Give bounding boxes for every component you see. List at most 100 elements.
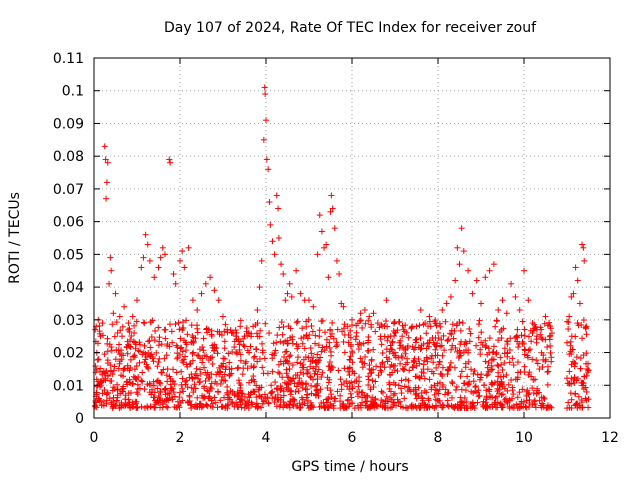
- data-point: [217, 397, 224, 404]
- data-point: [291, 380, 298, 387]
- data-point: [145, 338, 152, 345]
- data-point: [450, 335, 457, 342]
- data-point: [107, 377, 114, 384]
- data-point: [386, 348, 393, 355]
- data-point: [427, 323, 434, 330]
- data-point: [387, 372, 394, 379]
- data-point: [288, 293, 295, 300]
- data-point: [439, 307, 446, 313]
- data-point: [156, 379, 163, 386]
- data-point: [424, 358, 431, 365]
- data-point: [364, 347, 371, 354]
- data-point: [126, 367, 133, 374]
- data-point: [366, 405, 373, 412]
- data-point: [133, 318, 140, 325]
- data-point: [284, 358, 291, 365]
- data-point: [109, 371, 116, 378]
- data-point: [199, 403, 206, 410]
- data-point: [285, 384, 292, 391]
- data-point: [325, 363, 332, 370]
- data-point: [181, 337, 188, 344]
- data-point: [190, 349, 197, 356]
- data-point: [581, 373, 588, 380]
- data-point: [566, 404, 573, 411]
- data-point: [292, 388, 299, 395]
- data-point: [378, 368, 385, 375]
- data-point: [324, 374, 331, 381]
- data-point: [421, 387, 428, 394]
- data-point: [325, 379, 332, 386]
- data-point: [288, 387, 295, 394]
- data-point: [308, 382, 315, 389]
- data-point: [387, 388, 394, 395]
- data-point: [95, 395, 102, 402]
- data-point: [318, 348, 325, 355]
- data-point: [317, 354, 324, 361]
- data-point: [116, 341, 123, 348]
- data-point: [391, 332, 398, 339]
- data-point: [214, 350, 221, 357]
- data-point: [504, 349, 511, 356]
- data-point: [484, 371, 491, 378]
- data-point: [580, 317, 587, 324]
- data-point: [464, 381, 471, 388]
- data-point: [295, 343, 302, 350]
- data-point: [359, 324, 366, 331]
- data-point: [323, 343, 330, 350]
- data-point: [305, 405, 312, 412]
- data-point: [251, 388, 258, 395]
- data-point: [492, 323, 499, 330]
- data-point: [104, 159, 111, 166]
- data-point: [189, 297, 196, 304]
- data-point: [243, 325, 250, 332]
- data-point: [336, 271, 343, 277]
- data-point: [254, 307, 261, 313]
- data-point: [476, 317, 483, 324]
- data-point: [283, 348, 290, 355]
- data-point: [259, 400, 266, 407]
- data-point: [327, 327, 334, 334]
- data-point: [153, 378, 160, 385]
- data-point: [274, 386, 281, 393]
- data-point: [224, 389, 231, 396]
- data-point: [452, 386, 459, 393]
- data-point: [279, 331, 286, 338]
- data-point: [387, 394, 394, 401]
- data-point: [337, 398, 344, 405]
- data-point: [384, 323, 391, 330]
- data-point: [282, 297, 289, 304]
- data-point: [345, 339, 352, 346]
- data-point: [583, 372, 590, 379]
- data-point: [316, 333, 323, 340]
- data-point: [493, 317, 500, 324]
- data-point: [534, 387, 541, 394]
- data-point: [179, 248, 186, 255]
- data-point: [138, 264, 145, 271]
- data-point: [517, 368, 524, 375]
- data-point: [326, 339, 333, 346]
- data-point: [479, 341, 486, 348]
- data-point: [525, 347, 532, 354]
- data-point: [433, 403, 440, 410]
- data-point: [109, 403, 116, 410]
- data-point: [341, 321, 348, 328]
- data-point: [170, 271, 177, 277]
- data-point: [328, 192, 335, 199]
- data-point: [181, 264, 188, 271]
- data-point: [469, 404, 476, 411]
- data-point: [333, 339, 340, 346]
- data-point: [206, 375, 213, 382]
- data-point: [274, 332, 281, 339]
- data-point: [567, 390, 574, 397]
- data-point: [299, 396, 306, 403]
- data-point: [391, 352, 398, 359]
- data-point: [475, 393, 482, 400]
- data-point: [287, 398, 294, 405]
- data-point: [383, 354, 390, 361]
- data-point: [539, 364, 546, 371]
- data-point: [228, 370, 235, 377]
- data-point: [125, 396, 132, 403]
- data-point: [516, 389, 523, 396]
- data-point: [287, 325, 294, 332]
- data-point: [93, 391, 100, 398]
